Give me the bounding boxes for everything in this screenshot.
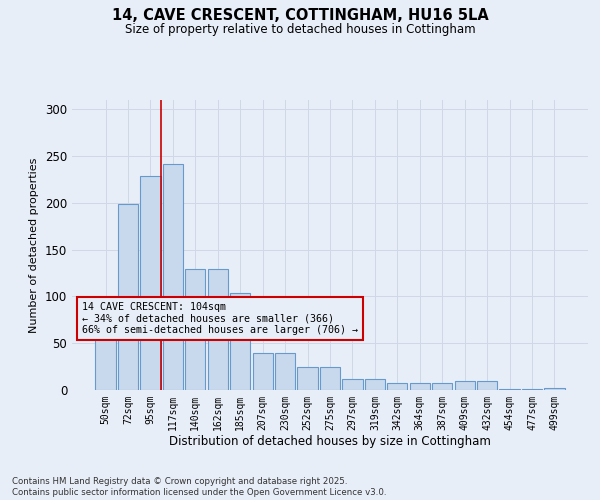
Text: Distribution of detached houses by size in Cottingham: Distribution of detached houses by size … — [169, 435, 491, 448]
Text: Size of property relative to detached houses in Cottingham: Size of property relative to detached ho… — [125, 22, 475, 36]
Bar — [275, 352, 295, 390]
Bar — [320, 366, 340, 390]
Y-axis label: Number of detached properties: Number of detached properties — [29, 158, 40, 332]
Bar — [230, 292, 250, 390]
Text: Contains HM Land Registry data © Crown copyright and database right 2025.
Contai: Contains HM Land Registry data © Crown c… — [12, 478, 386, 497]
Bar — [365, 379, 385, 390]
Bar — [522, 389, 542, 390]
Bar — [499, 389, 520, 390]
Bar — [298, 366, 317, 390]
Bar — [432, 382, 452, 390]
Bar — [118, 204, 138, 390]
Bar — [410, 382, 430, 390]
Bar — [387, 382, 407, 390]
Bar — [163, 164, 183, 390]
Bar — [208, 270, 228, 390]
Text: 14, CAVE CRESCENT, COTTINGHAM, HU16 5LA: 14, CAVE CRESCENT, COTTINGHAM, HU16 5LA — [112, 8, 488, 22]
Text: 14 CAVE CRESCENT: 104sqm
← 34% of detached houses are smaller (366)
66% of semi-: 14 CAVE CRESCENT: 104sqm ← 34% of detach… — [82, 302, 358, 335]
Bar — [140, 176, 161, 390]
Bar — [185, 270, 205, 390]
Bar — [544, 388, 565, 390]
Bar — [253, 352, 273, 390]
Bar — [455, 380, 475, 390]
Bar — [477, 380, 497, 390]
Bar — [343, 379, 362, 390]
Bar — [95, 324, 116, 390]
